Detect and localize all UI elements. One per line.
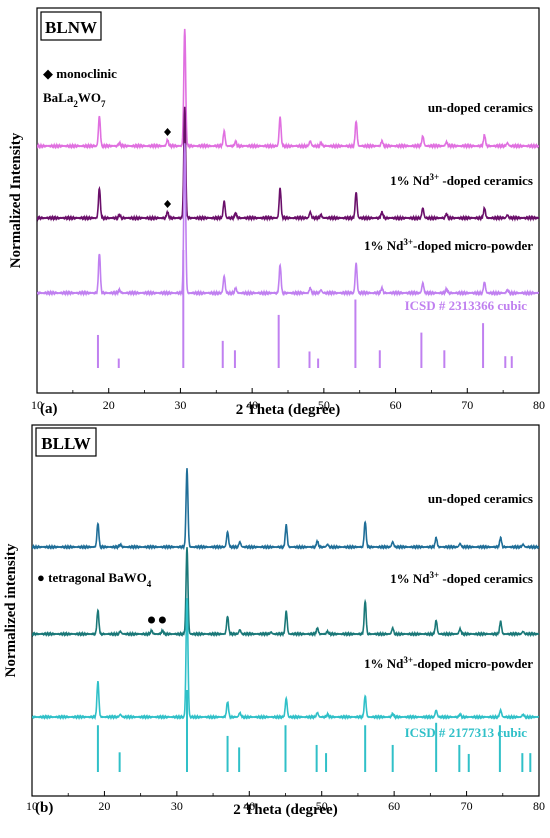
x-tick-label: 60 (388, 799, 400, 813)
x-tick-label: 70 (461, 398, 473, 412)
x-tick-label: 20 (103, 398, 115, 412)
impurity-marker (148, 616, 156, 624)
series-line (32, 598, 539, 721)
box-title-frame (35, 427, 97, 457)
x-tick-label: 30 (174, 398, 186, 412)
series-label: un-doped ceramics (428, 100, 533, 115)
x-tick-label: 40 (243, 799, 255, 813)
series-line (37, 143, 539, 297)
phase-legend-formula: BaLa2WO7 (43, 90, 106, 109)
x-tick-label: 50 (318, 398, 330, 412)
impurity-marker (164, 128, 172, 136)
impurity-marker (164, 200, 172, 208)
series-line (32, 547, 539, 638)
series-line (37, 28, 539, 150)
reference-label: ICSD # 2177313 cubic (405, 725, 528, 740)
series-label: 1% Nd3+ -doped ceramics (390, 172, 533, 188)
x-tick-label: 60 (390, 398, 402, 412)
panel-a: 10 20 30 40 50 60 70 80 2 Theta (degree) Normaliz… (8, 7, 545, 418)
x-tick-label: 70 (461, 799, 473, 813)
x-tick-label: 40 (246, 398, 258, 412)
x-tick-label: 10 (31, 398, 43, 412)
series-label: 1% Nd3+-doped micro-powder (364, 655, 533, 671)
series-label: 1% Nd3+-doped micro-powder (364, 237, 533, 253)
x-tick-label: 10 (26, 799, 38, 813)
y-axis-label: Normalized intensity (3, 543, 19, 677)
panel-label: (b) (35, 800, 53, 816)
series-label: un-doped ceramics (428, 491, 533, 506)
x-tick-label: 80 (533, 799, 545, 813)
panel-label: (a) (40, 401, 58, 417)
x-tick-label: 50 (316, 799, 328, 813)
x-tick-label: 80 (533, 398, 545, 412)
box-title: BLNW (45, 18, 97, 37)
phase-legend: ◆ monoclinic (43, 66, 117, 81)
box-title-frame (40, 11, 102, 41)
panel-b: 10 20 30 40 50 60 70 80 2 Theta (degree) Normaliz… (3, 424, 545, 818)
series-line (32, 468, 539, 551)
series-label: 1% Nd3+ -doped ceramics (390, 570, 533, 586)
reference-label: ICSD # 2313366 cubic (405, 298, 528, 313)
impurity-marker (158, 616, 166, 624)
x-tick-label: 20 (98, 799, 110, 813)
x-axis-label: 2 Theta (degree) (233, 802, 337, 818)
phase-legend: ● tetragonal BaWO4 (37, 570, 152, 589)
box-title: BLLW (41, 434, 90, 453)
series-line (37, 106, 539, 222)
x-tick-label: 30 (171, 799, 183, 813)
x-axis-label: 2 Theta (degree) (236, 402, 340, 418)
y-axis-label: Normalized Intensity (8, 132, 24, 268)
